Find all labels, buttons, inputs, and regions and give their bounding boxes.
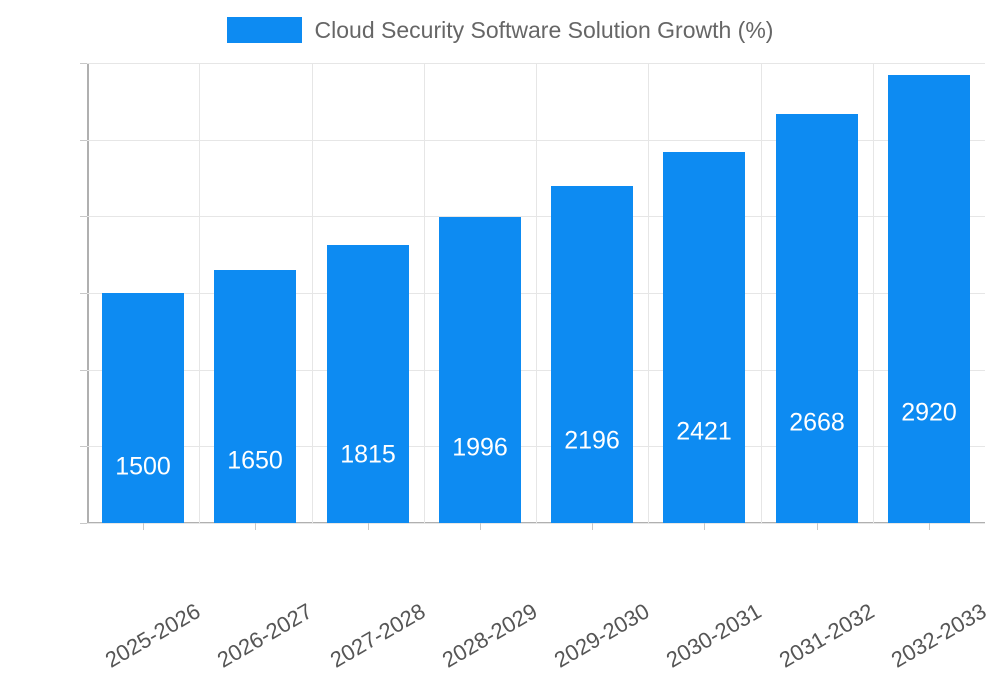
y-gridline (87, 523, 985, 524)
y-tick-mark (80, 446, 87, 448)
x-tick-mark (929, 523, 930, 530)
bar-chart: Cloud Security Software Solution Growth … (0, 8, 1000, 673)
y-tick-mark (80, 523, 87, 524)
y-tick-mark (80, 63, 87, 64)
x-axis-tick-label: 2032-2033 (886, 598, 991, 673)
x-gridline (761, 63, 762, 523)
chart-legend: Cloud Security Software Solution Growth … (0, 8, 1000, 52)
x-axis-tick-label: 2025-2026 (101, 598, 205, 673)
bar[interactable] (663, 151, 745, 523)
legend-item[interactable]: Cloud Security Software Solution Growth … (226, 16, 774, 43)
legend-color-swatch (226, 17, 302, 43)
x-gridline (648, 63, 649, 523)
y-tick-mark (80, 216, 87, 218)
bar[interactable] (439, 216, 521, 523)
bar[interactable] (327, 244, 409, 523)
x-gridline (312, 63, 313, 523)
x-gridline (536, 63, 537, 523)
x-axis-tick-label: 2026-2027 (213, 598, 317, 673)
x-tick-mark (480, 523, 481, 530)
bar[interactable] (214, 270, 296, 523)
x-axis-tick-label: 2027-2028 (325, 598, 430, 673)
x-axis-tick-label: 2028-2029 (437, 598, 542, 673)
x-tick-mark (143, 523, 144, 530)
x-tick-mark (592, 523, 593, 530)
bar[interactable] (776, 113, 858, 523)
x-axis-tick-label: 2031-2032 (774, 598, 879, 673)
x-tick-mark (704, 523, 705, 530)
y-tick-mark (80, 139, 87, 141)
y-tick-mark (80, 369, 87, 371)
y-tick-mark (80, 293, 87, 294)
x-tick-mark (817, 523, 818, 530)
bar[interactable] (551, 186, 633, 523)
x-tick-mark (368, 523, 369, 530)
bar[interactable] (102, 293, 184, 523)
legend-label: Cloud Security Software Solution Growth … (314, 16, 774, 43)
x-gridline (424, 63, 425, 523)
x-gridline (873, 63, 874, 523)
x-axis-tick-label: 2029-2030 (550, 598, 654, 673)
x-gridline (199, 63, 200, 523)
plot-area: 0500100015002000250030002025-20262026-20… (80, 63, 990, 673)
x-tick-mark (255, 523, 256, 530)
x-axis-tick-label: 2030-2031 (662, 598, 766, 673)
bar[interactable] (888, 75, 970, 523)
